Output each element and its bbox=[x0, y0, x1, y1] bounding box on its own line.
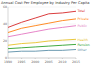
grid-line bbox=[8, 41, 76, 42]
x-tick-label: 2010 bbox=[58, 60, 66, 64]
series-line bbox=[8, 26, 76, 37]
legend-label: Private bbox=[78, 17, 89, 21]
series-line bbox=[8, 50, 76, 53]
x-tick-label: 2000 bbox=[31, 60, 39, 64]
series-line bbox=[8, 11, 76, 27]
x-tick-label: 2015 bbox=[72, 60, 80, 64]
legend-label: Other bbox=[78, 48, 88, 52]
x-tick-label: 2005 bbox=[45, 60, 53, 64]
grid-line bbox=[8, 58, 76, 59]
y-tick-label: 60 bbox=[3, 5, 7, 9]
legend-label: Public bbox=[78, 24, 88, 28]
legend-label: Health bbox=[78, 38, 88, 42]
lines bbox=[8, 11, 76, 52]
title: Annual Cost Per Employee by Industry Per… bbox=[1, 1, 90, 5]
y-tick-label: 40 bbox=[3, 22, 7, 26]
x-tick-label: 1995 bbox=[18, 60, 26, 64]
y-tick-label: 20 bbox=[3, 39, 7, 43]
series-line bbox=[8, 39, 76, 45]
x-tick-label: 1990 bbox=[4, 60, 12, 64]
series-line bbox=[8, 44, 76, 48]
grid-line bbox=[8, 7, 76, 8]
x-axis bbox=[8, 58, 76, 59]
chart: Annual Cost Per Employee by Industry Per… bbox=[0, 0, 100, 66]
legend-label: Total bbox=[77, 9, 86, 13]
legend-label: Pension bbox=[78, 43, 90, 47]
